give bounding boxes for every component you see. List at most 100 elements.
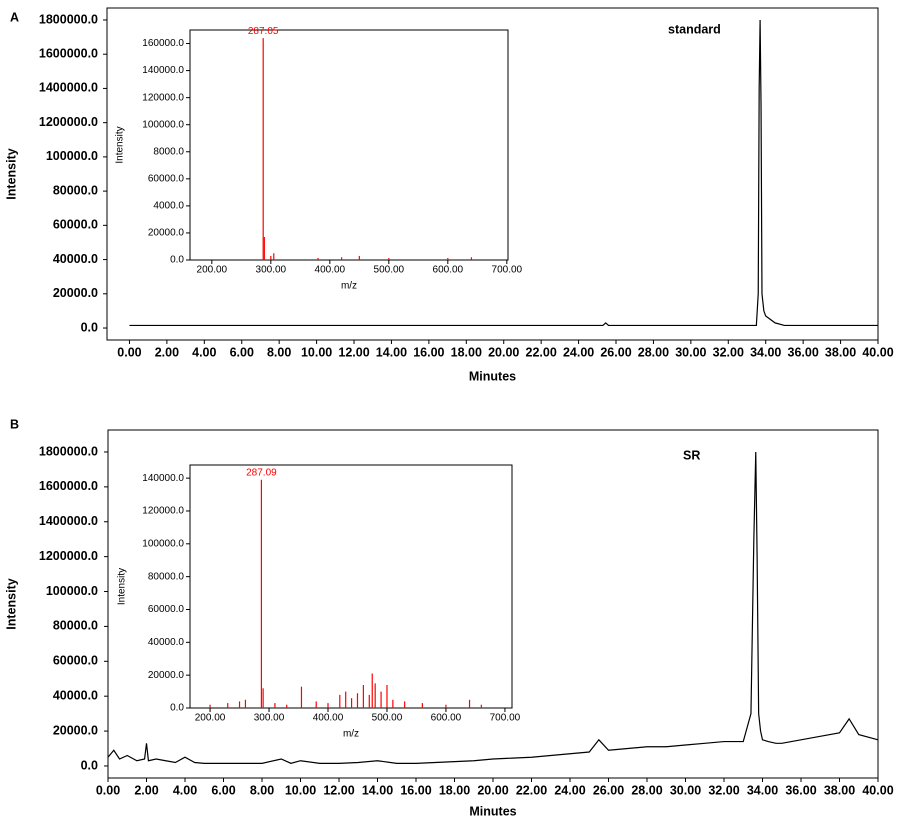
y-tick-label: 1400000.0 bbox=[39, 81, 98, 95]
x-tick-label: 2.00 bbox=[155, 345, 179, 359]
x-tick-label: 28.00 bbox=[631, 783, 662, 797]
annotation: SR bbox=[683, 448, 700, 462]
peak-label: 287.05 bbox=[248, 26, 279, 37]
y-tick-label: 0.0 bbox=[170, 703, 184, 714]
y-tick-label: 60000.0 bbox=[53, 654, 98, 668]
y-tick-label: 20000.0 bbox=[53, 286, 98, 300]
y-tick-label: 60000.0 bbox=[148, 173, 185, 184]
y-tick-label: 1600000.0 bbox=[39, 479, 98, 493]
x-tick-label: 16.00 bbox=[413, 345, 444, 359]
x-tick-label: 38.00 bbox=[824, 783, 855, 797]
x-tick-label: 14.00 bbox=[362, 783, 393, 797]
x-tick-label: 4.00 bbox=[192, 345, 216, 359]
x-tick-label: 26.00 bbox=[600, 345, 631, 359]
y-tick-label: 120000.0 bbox=[142, 92, 184, 103]
y-tick-label: 1800000.0 bbox=[39, 12, 98, 26]
x-tick-label: 12.00 bbox=[338, 345, 369, 359]
y-tick-label: 140000.0 bbox=[142, 65, 184, 76]
y-tick-label: 40000.0 bbox=[148, 637, 185, 648]
y-tick-label: 1200000.0 bbox=[39, 549, 98, 563]
x-tick-label: 200.00 bbox=[195, 713, 226, 724]
x-tick-label: 38.00 bbox=[825, 345, 856, 359]
x-tick-label: 400.00 bbox=[315, 265, 346, 276]
x-tick-label: 34.00 bbox=[750, 345, 781, 359]
y-tick-label: 0.0 bbox=[170, 255, 184, 266]
x-tick-label: 24.00 bbox=[554, 783, 585, 797]
plot-frame bbox=[189, 29, 509, 261]
x-tick-label: 300.00 bbox=[256, 265, 287, 276]
x-tick-label: 10.00 bbox=[301, 345, 332, 359]
y-tick-label: 100000.0 bbox=[142, 538, 184, 549]
x-tick-label: 14.00 bbox=[376, 345, 407, 359]
x-tick-label: 32.00 bbox=[708, 783, 739, 797]
x-tick-label: 6.00 bbox=[211, 783, 235, 797]
y-tick-label: 1800000.0 bbox=[39, 444, 98, 458]
x-tick-label: 30.00 bbox=[670, 783, 701, 797]
x-tick-label: 20.00 bbox=[488, 345, 519, 359]
peak-label: 287.09 bbox=[246, 467, 277, 478]
x-axis-label: m/z bbox=[341, 281, 357, 292]
y-tick-label: 1400000.0 bbox=[39, 514, 98, 528]
x-tick-label: 28.00 bbox=[638, 345, 669, 359]
x-tick-label: 500.00 bbox=[374, 265, 405, 276]
x-tick-label: 12.00 bbox=[323, 783, 354, 797]
x-tick-label: 2.00 bbox=[134, 783, 158, 797]
y-tick-label: 4000.0 bbox=[153, 201, 184, 212]
y-tick-label: 100000.0 bbox=[142, 119, 184, 130]
y-tick-label: 8000.0 bbox=[153, 146, 184, 157]
x-tick-label: 26.00 bbox=[593, 783, 624, 797]
x-tick-label: 4.00 bbox=[173, 783, 197, 797]
x-axis-label: Minutes bbox=[469, 804, 516, 818]
x-tick-label: 300.00 bbox=[254, 713, 285, 724]
y-tick-label: 100000.0 bbox=[46, 584, 98, 598]
y-tick-label: 80000.0 bbox=[53, 619, 98, 633]
chromatogram-line bbox=[129, 19, 878, 327]
y-tick-label: 20000.0 bbox=[148, 228, 185, 239]
x-tick-label: 36.00 bbox=[785, 783, 816, 797]
x-tick-label: 40.00 bbox=[862, 345, 893, 359]
y-tick-label: 20000.0 bbox=[53, 723, 98, 737]
x-tick-label: 22.00 bbox=[526, 345, 557, 359]
y-tick-label: 60000.0 bbox=[53, 218, 98, 232]
y-axis-label: Intensity bbox=[4, 148, 18, 199]
x-tick-label: 700.00 bbox=[490, 713, 521, 724]
x-tick-label: 8.00 bbox=[267, 345, 291, 359]
chromatogram-line bbox=[107, 451, 879, 764]
x-tick-label: 20.00 bbox=[477, 783, 508, 797]
x-tick-label: 700.00 bbox=[492, 265, 523, 276]
y-tick-label: 1600000.0 bbox=[39, 47, 98, 61]
y-tick-label: 140000.0 bbox=[142, 473, 184, 484]
x-tick-label: 16.00 bbox=[400, 783, 431, 797]
x-tick-label: 200.00 bbox=[197, 265, 228, 276]
x-tick-label: 8.00 bbox=[250, 783, 274, 797]
y-axis-label: Intensity bbox=[115, 126, 126, 163]
x-tick-label: 600.00 bbox=[431, 713, 462, 724]
x-tick-label: 40.00 bbox=[862, 783, 893, 797]
y-tick-label: 60000.0 bbox=[148, 604, 185, 615]
x-tick-label: 34.00 bbox=[747, 783, 778, 797]
annotation: standard bbox=[668, 22, 721, 36]
x-tick-label: 22.00 bbox=[516, 783, 547, 797]
x-tick-label: 600.00 bbox=[433, 265, 464, 276]
x-tick-label: 6.00 bbox=[230, 345, 254, 359]
panel-label: B bbox=[10, 417, 19, 431]
x-tick-label: 10.00 bbox=[285, 783, 316, 797]
y-tick-label: 40000.0 bbox=[53, 252, 98, 266]
x-tick-label: 0.00 bbox=[117, 345, 141, 359]
x-tick-label: 30.00 bbox=[675, 345, 706, 359]
y-tick-label: 80000.0 bbox=[148, 571, 185, 582]
y-tick-label: 0.0 bbox=[81, 320, 98, 334]
y-tick-label: 0.0 bbox=[81, 758, 98, 772]
x-tick-label: 18.00 bbox=[451, 345, 482, 359]
x-axis-label: Minutes bbox=[469, 369, 516, 383]
y-tick-label: 120000.0 bbox=[142, 506, 184, 517]
y-tick-label: 100000.0 bbox=[46, 149, 98, 163]
panel-label: A bbox=[10, 10, 19, 24]
x-tick-label: 18.00 bbox=[439, 783, 470, 797]
y-tick-label: 20000.0 bbox=[148, 670, 185, 681]
y-axis-label: Intensity bbox=[4, 578, 18, 629]
y-tick-label: 80000.0 bbox=[53, 183, 98, 197]
x-tick-label: 36.00 bbox=[788, 345, 819, 359]
x-tick-label: 500.00 bbox=[372, 713, 403, 724]
